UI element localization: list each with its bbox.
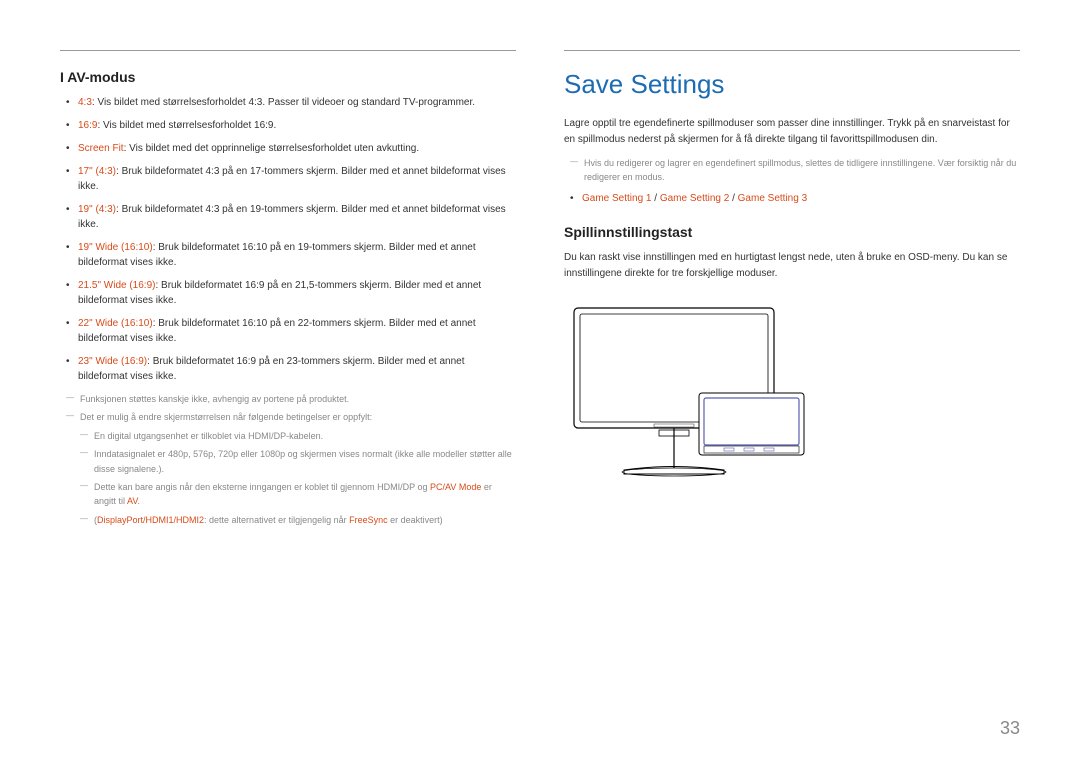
gs2-label: Game Setting 2	[660, 193, 729, 204]
av-item-text: : Vis bildet med størrelsesforholdet 16:…	[97, 120, 276, 131]
game-key-heading: Spillinnstillingstast	[564, 224, 1020, 240]
av-item-label: 19" (4:3)	[78, 204, 116, 215]
av-item-label: Screen Fit	[78, 143, 124, 154]
av-item-text: : Bruk bildeformatet 4:3 på en 17-tommer…	[78, 166, 506, 192]
av-item-label: 21.5" Wide (16:9)	[78, 280, 155, 291]
av-item: 17" (4:3): Bruk bildeformatet 4:3 på en …	[78, 164, 516, 194]
av-mode-heading: I AV-modus	[60, 69, 516, 85]
sep2: /	[729, 193, 737, 204]
left-column: I AV-modus 4:3: Vis bildet med størrelse…	[60, 50, 516, 531]
av-item: 19" (4:3): Bruk bildeformatet 4:3 på en …	[78, 202, 516, 232]
av-item-label: 4:3	[78, 97, 92, 108]
note-2a: En digital utgangsenhet er tilkoblet via…	[80, 429, 516, 443]
av-item: 22" Wide (16:10): Bruk bildeformatet 16:…	[78, 316, 516, 346]
av-item-text: : Bruk bildeformatet 4:3 på en 19-tommer…	[78, 204, 506, 230]
game-settings-list: Game Setting 1 / Game Setting 2 / Game S…	[564, 191, 1020, 206]
av-item-label: 19" Wide (16:10)	[78, 242, 153, 253]
av-item-label: 17" (4:3)	[78, 166, 116, 177]
note-1: Funksjonen støttes kanskje ikke, avhengi…	[66, 392, 516, 406]
sep1: /	[651, 193, 659, 204]
av-item: 19" Wide (16:10): Bruk bildeformatet 16:…	[78, 240, 516, 270]
av-item: Screen Fit: Vis bildet med det opprinnel…	[78, 141, 516, 156]
av-item-label: 22" Wide (16:10)	[78, 318, 153, 329]
note-2c: Dette kan bare angis når den eksterne in…	[80, 480, 516, 509]
av-item-label: 16:9	[78, 120, 97, 131]
av-label: AV	[127, 496, 138, 506]
save-settings-intro: Lagre opptil tre egendefinerte spillmodu…	[564, 116, 1020, 148]
av-item: 16:9: Vis bildet med størrelsesforholdet…	[78, 118, 516, 133]
av-item-label: 23" Wide (16:9)	[78, 356, 147, 367]
av-mode-list: 4:3: Vis bildet med størrelsesforholdet …	[60, 95, 516, 384]
page-number: 33	[1000, 718, 1020, 739]
game-settings-item: Game Setting 1 / Game Setting 2 / Game S…	[582, 191, 1020, 206]
right-column: Save Settings Lagre opptil tre egendefin…	[564, 50, 1020, 531]
save-settings-title: Save Settings	[564, 69, 1020, 100]
av-item-text: : Vis bildet med det opprinnelige større…	[124, 143, 420, 154]
footnotes: Funksjonen støttes kanskje ikke, avhengi…	[60, 392, 516, 527]
note-2: Det er mulig å endre skjermstørrelsen nå…	[66, 410, 516, 527]
note-2c-post: .	[138, 496, 141, 506]
note-2d-mid: : dette alternativet er tilgjengelig når	[204, 515, 349, 525]
monitor-icon	[564, 298, 814, 488]
av-item: 23" Wide (16:9): Bruk bildeformatet 16:9…	[78, 354, 516, 384]
save-settings-note: Hvis du redigerer og lagrer en egendefin…	[564, 156, 1020, 185]
monitor-figure	[564, 298, 1020, 493]
av-item: 4:3: Vis bildet med størrelsesforholdet …	[78, 95, 516, 110]
note-2b: Inndatasignalet er 480p, 576p, 720p elle…	[80, 447, 516, 476]
ports-label: DisplayPort/HDMI1/HDMI2	[97, 515, 204, 525]
pcav-mode-label: PC/AV Mode	[430, 482, 481, 492]
av-item-text: : Vis bildet med størrelsesforholdet 4:3…	[92, 97, 475, 108]
freesync-label: FreeSync	[349, 515, 388, 525]
note-2d: (DisplayPort/HDMI1/HDMI2: dette alternat…	[80, 513, 516, 527]
note-2d-end: er deaktivert)	[388, 515, 443, 525]
save-note-text: Hvis du redigerer og lagrer en egendefin…	[570, 156, 1020, 185]
game-key-text: Du kan raskt vise innstillingen med en h…	[564, 250, 1020, 282]
note-2-text: Det er mulig å endre skjermstørrelsen nå…	[80, 412, 372, 422]
gs1-label: Game Setting 1	[582, 193, 651, 204]
gs3-label: Game Setting 3	[738, 193, 807, 204]
note-2c-pre: Dette kan bare angis når den eksterne in…	[94, 482, 430, 492]
av-item: 21.5" Wide (16:9): Bruk bildeformatet 16…	[78, 278, 516, 308]
